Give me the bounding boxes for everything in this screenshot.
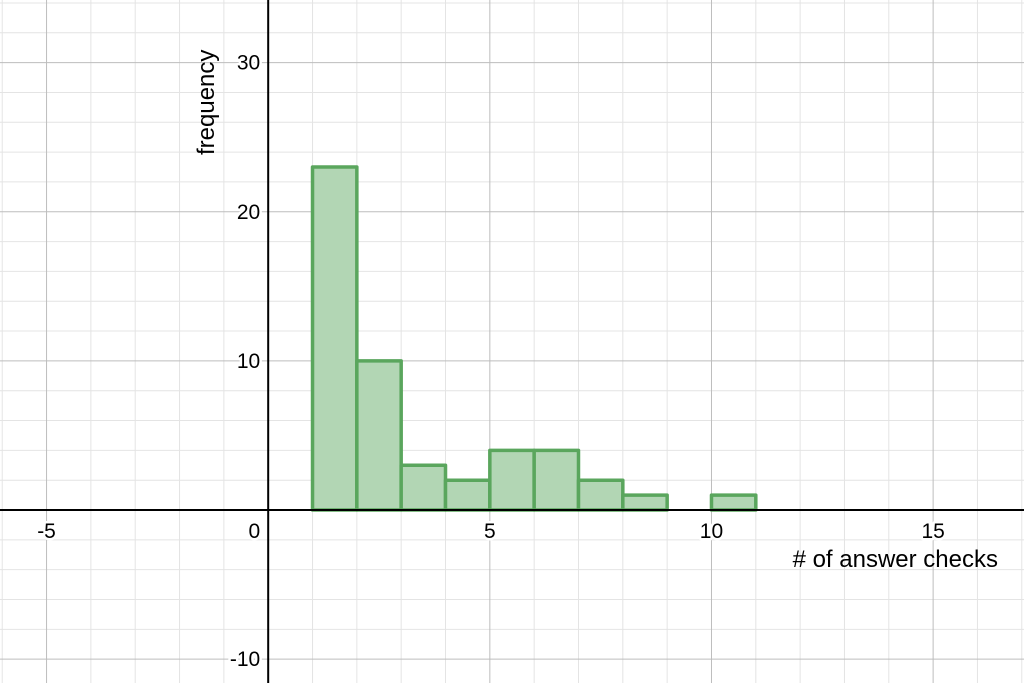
histogram-bar [355,359,403,512]
x-axis-title: # of answer checks [793,546,998,573]
y-tick-label: 20 [237,201,260,224]
y-tick-label: 30 [237,52,260,75]
histogram-bar [576,478,625,512]
histogram-bar [621,493,669,512]
x-tick-label: 15 [921,520,944,543]
histogram-bar [399,463,448,512]
histogram-bar [310,165,359,512]
histogram-bar [443,478,492,512]
x-tick-label: -5 [37,520,56,543]
histogram-bar [709,493,758,512]
y-tick-label: 10 [237,350,260,373]
y-axis-title: frequency [193,50,220,155]
origin-label: 0 [249,520,261,543]
tick-labels: -5 5 10 15 -10 10 20 30 0 [35,49,948,674]
y-tick-label: -10 [230,648,260,671]
x-tick-label: 5 [484,520,496,543]
x-tick-label: 10 [700,520,723,543]
histogram-bars [310,165,758,512]
histogram-bar [532,448,581,512]
histogram-bar [488,448,536,512]
